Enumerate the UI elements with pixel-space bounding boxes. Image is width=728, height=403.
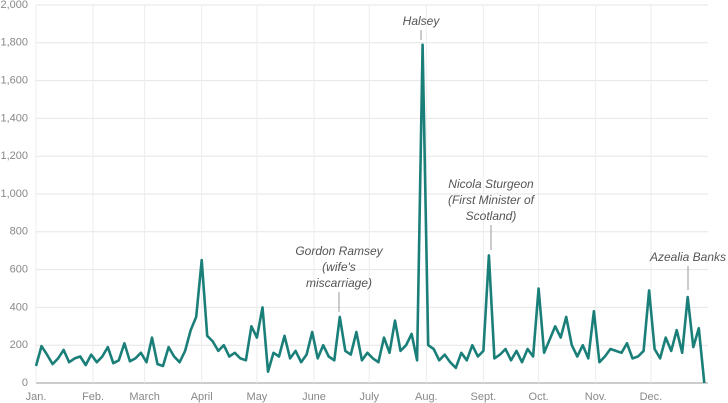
y-tick-label: 1,800 (0, 37, 28, 49)
x-tick-label: March (129, 391, 160, 403)
y-tick-label: 1,400 (0, 112, 28, 124)
annotation: (wife's (322, 260, 356, 274)
y-tick-label: 0 (22, 377, 28, 389)
x-tick-label: May (247, 391, 268, 403)
annotation: Nicola Sturgeon (448, 177, 534, 191)
x-tick-label: Nov. (585, 391, 607, 403)
y-tick-label: 1,200 (0, 150, 28, 162)
x-tick-label: Dec. (640, 391, 663, 403)
y-tick-label: 1,000 (0, 188, 28, 200)
x-tick-label: April (191, 391, 213, 403)
annotation: Halsey (403, 14, 441, 28)
annotation: Scotland) (466, 209, 517, 223)
annotation: (First Minister of (448, 193, 536, 207)
x-tick-label: Feb. (82, 391, 104, 403)
annotation: miscarriage) (306, 276, 372, 290)
annotation: Gordon Ramsey (295, 244, 383, 258)
y-tick-label: 2,000 (0, 0, 28, 11)
x-tick-label: June (302, 391, 326, 403)
y-tick-label: 800 (10, 226, 28, 238)
x-tick-label: Sept. (471, 391, 497, 403)
annotation: Azealia Banks (649, 250, 726, 264)
line (34, 43, 706, 384)
x-tick-label: Aug. (415, 391, 438, 403)
y-tick-label: 600 (10, 264, 28, 276)
y-tick-label: 400 (10, 301, 28, 313)
y-tick-label: 1,600 (0, 75, 28, 87)
x-tick-label: Oct. (529, 391, 549, 403)
x-tick-label: July (359, 391, 379, 403)
y-tick-label: 200 (10, 339, 28, 351)
x-tick-label: Jan. (26, 391, 47, 403)
